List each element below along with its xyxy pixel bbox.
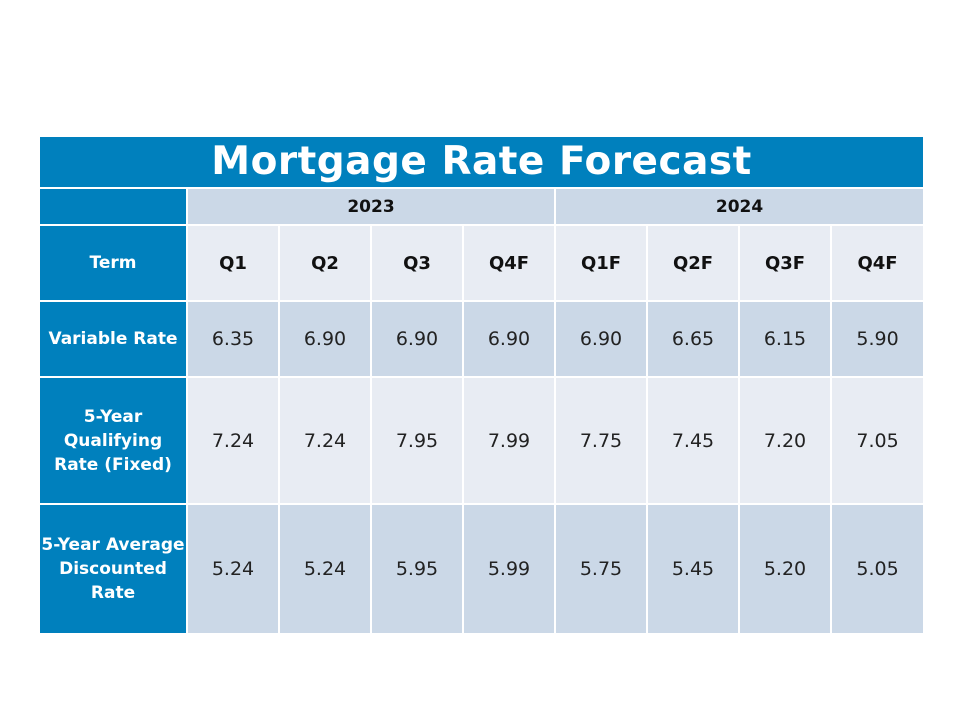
quarter-header: Q2 [279,225,372,302]
quarter-header: Q4F [831,225,924,302]
rate-value: 5.05 [831,504,924,635]
rate-value: 6.65 [647,301,740,378]
rate-value: 5.24 [279,504,372,635]
rate-value: 7.95 [371,377,464,505]
rate-value: 6.35 [187,301,280,378]
quarter-header-row: Term Q1 Q2 Q3 Q4F Q1F Q2F Q3F Q4F [40,225,924,302]
row-label-line: Qualifying [63,430,163,451]
table-row-discounted-rate: 5-Year Average Discounted Rate 5.24 5.24… [40,504,924,635]
quarter-header: Q4F [463,225,556,302]
quarter-header: Q1F [555,225,648,302]
rate-value: 6.90 [371,301,464,378]
rate-value: 5.99 [463,504,556,635]
quarter-header: Q1 [187,225,280,302]
mortgage-rate-forecast-table: Mortgage Rate Forecast 2023 2024 Term Q1… [40,137,924,635]
table-title: Mortgage Rate Forecast [40,137,924,189]
row-label-line: Discounted [59,559,167,579]
term-label: Term [40,225,188,302]
rate-value: 7.24 [279,377,372,505]
rate-value: 7.20 [739,377,832,505]
rate-value: 5.90 [831,301,924,378]
rate-value: 6.90 [555,301,648,378]
rate-value: 6.90 [279,301,372,378]
quarter-header: Q3 [371,225,464,302]
rate-value: 6.90 [463,301,556,378]
table-row-qualifying-rate: 5-Year Qualifying Rate (Fixed) 7.24 7.24… [40,377,924,505]
row-label-variable-rate: Variable Rate [40,301,188,378]
rate-value: 7.05 [831,377,924,505]
rate-value: 5.24 [187,504,280,635]
rate-value: 7.75 [555,377,648,505]
corner-cell [40,188,188,226]
row-label-line: 5-Year [83,406,143,427]
rate-value: 5.45 [647,504,740,635]
rate-value: 7.24 [187,377,280,505]
rate-value: 7.45 [647,377,740,505]
rate-value: 5.95 [371,504,464,635]
rate-value: 6.15 [739,301,832,378]
year-2023-header: 2023 [187,188,556,226]
row-label-line: 5-Year Average [41,535,185,555]
quarter-header: Q3F [739,225,832,302]
row-label-line: Rate (Fixed) [54,454,172,475]
rate-value: 5.20 [739,504,832,635]
year-2024-header: 2024 [555,188,924,226]
row-label-qualifying-rate: 5-Year Qualifying Rate (Fixed) [40,377,188,505]
rate-value: 7.99 [463,377,556,505]
table-row-variable-rate: Variable Rate 6.35 6.90 6.90 6.90 6.90 6… [40,301,924,378]
quarter-header: Q2F [647,225,740,302]
year-header-row: 2023 2024 [40,188,924,226]
row-label-discounted-rate: 5-Year Average Discounted Rate [40,504,188,635]
rate-value: 5.75 [555,504,648,635]
row-label-line: Rate [90,583,136,603]
